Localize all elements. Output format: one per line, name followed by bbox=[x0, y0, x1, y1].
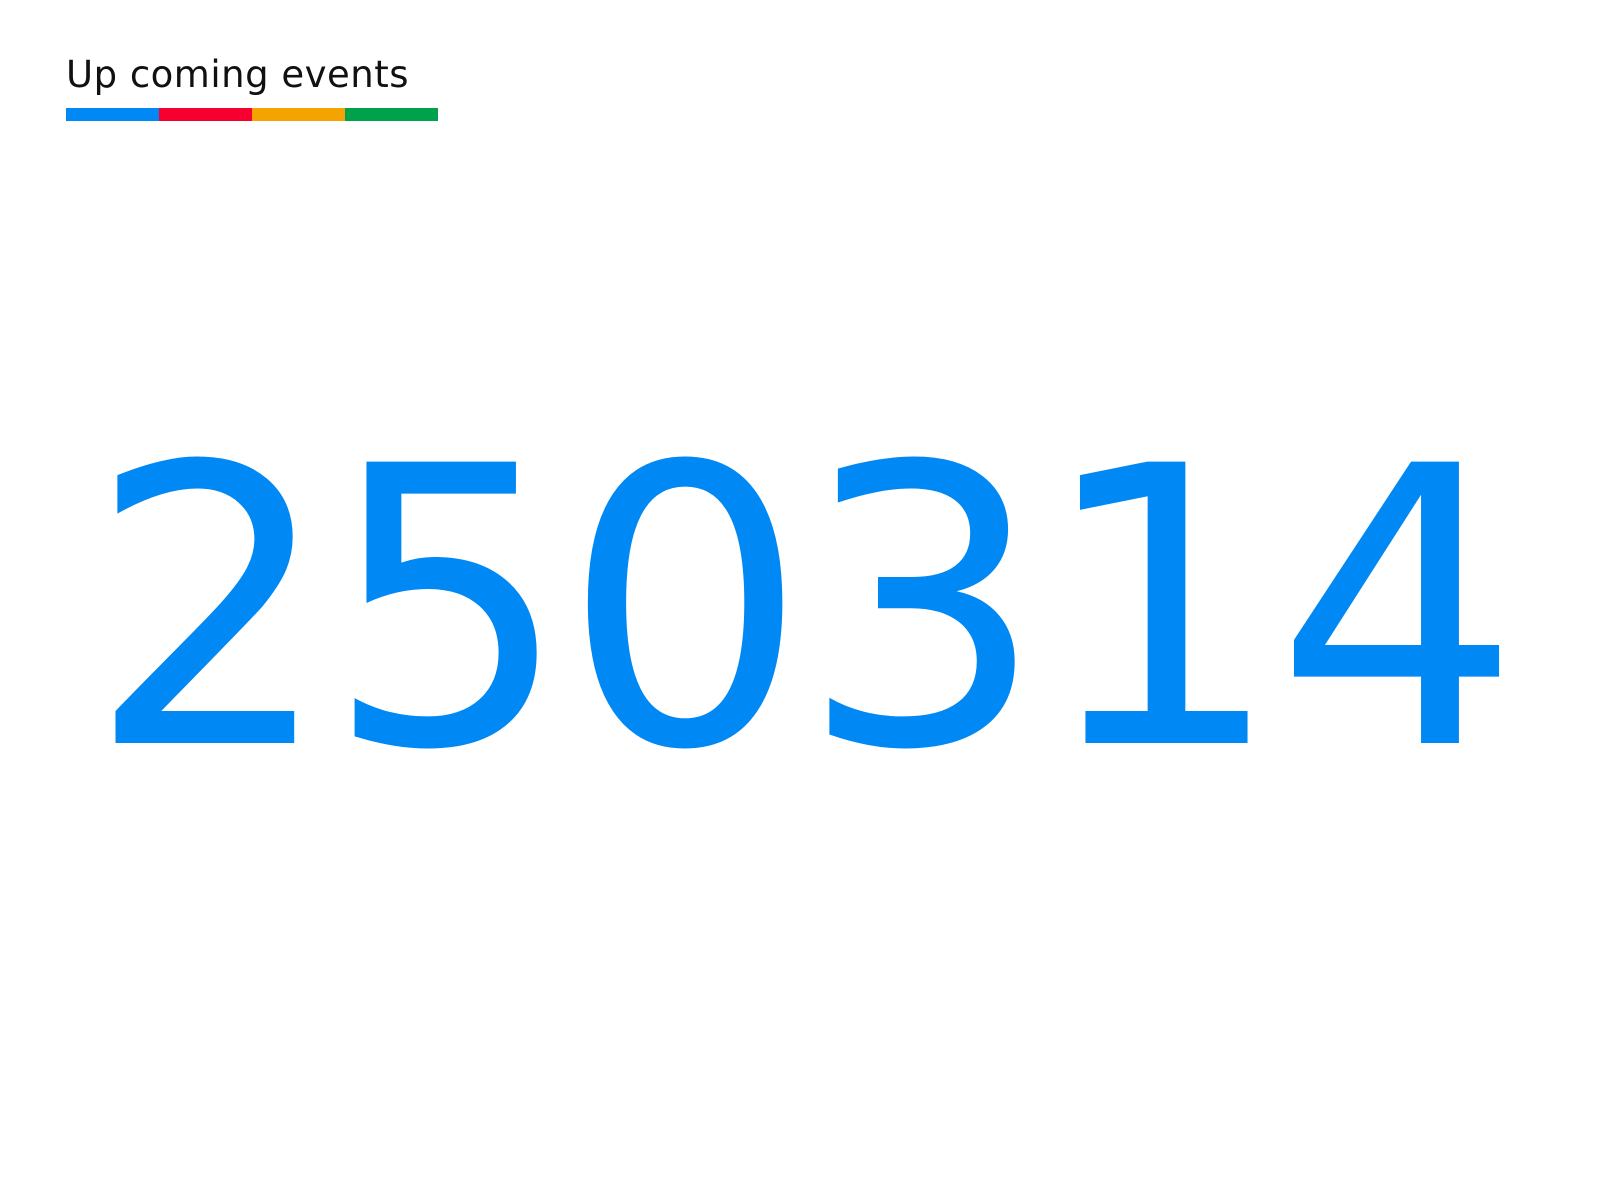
event-count: 250314 bbox=[87, 386, 1521, 835]
color-bar-segment-blue bbox=[66, 108, 159, 121]
color-bar-segment-orange bbox=[252, 108, 345, 121]
color-bar-segment-red bbox=[159, 108, 252, 121]
color-bar-segment-green bbox=[345, 108, 438, 121]
page-title: Up coming events bbox=[66, 53, 409, 96]
color-bar bbox=[66, 108, 438, 121]
header: Up coming events bbox=[66, 50, 438, 121]
